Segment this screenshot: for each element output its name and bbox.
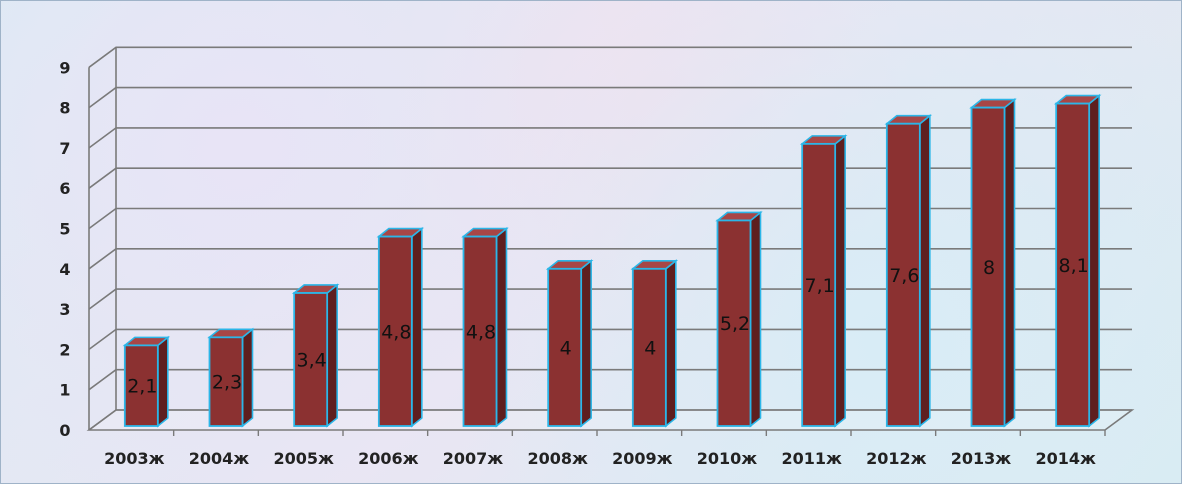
x-tick-label: 2013ж xyxy=(951,449,1012,468)
x-tick-label: 2004ж xyxy=(189,449,250,468)
y-tick-label: 4 xyxy=(59,260,70,279)
bar xyxy=(376,226,425,428)
x-tick-label: 2003ж xyxy=(104,449,165,468)
bar xyxy=(969,97,1017,428)
bar xyxy=(122,335,171,428)
x-tick-label: 2012ж xyxy=(866,449,927,468)
data-label: 7,1 xyxy=(805,275,835,297)
data-label: 5,2 xyxy=(720,313,750,335)
data-label: 3,4 xyxy=(297,349,327,371)
x-tick-label: 2011ж xyxy=(781,449,842,468)
data-label: 4,8 xyxy=(466,321,496,343)
y-tick-label: 3 xyxy=(59,300,70,319)
gridline xyxy=(88,46,1132,68)
bar xyxy=(1053,93,1102,428)
data-label: 2,3 xyxy=(212,372,242,394)
bar xyxy=(884,114,933,428)
y-tick-label: 8 xyxy=(59,99,70,118)
x-tick-label: 2009ж xyxy=(612,449,673,468)
data-label: 8 xyxy=(983,257,995,279)
x-tick-label: 2008ж xyxy=(527,449,588,468)
bar xyxy=(630,259,679,428)
x-tick-label: 2006ж xyxy=(358,449,419,468)
y-tick-label: 1 xyxy=(59,381,70,400)
bar xyxy=(461,226,509,428)
x-tick-label: 2005ж xyxy=(273,449,334,468)
data-labels: 2,1 2,3 3,4 4,8 4,8 4 4 5,2 7,1 7,6 8 8,1 xyxy=(127,255,1089,398)
bar xyxy=(715,210,763,428)
bar xyxy=(207,327,255,428)
data-label: 4 xyxy=(644,337,656,359)
y-tick-label: 6 xyxy=(59,179,70,198)
x-tick-label: 2010ж xyxy=(697,449,758,468)
y-tick-label: 0 xyxy=(59,421,70,440)
y-axis: 0 1 2 3 4 5 6 7 8 9 xyxy=(59,47,117,440)
data-label: 4,8 xyxy=(381,321,411,343)
x-tick-label: 2007ж xyxy=(443,449,504,468)
data-label: 4 xyxy=(560,337,572,359)
bar xyxy=(291,283,340,428)
data-label: 7,6 xyxy=(889,265,919,287)
data-label: 2,1 xyxy=(127,376,157,398)
bar xyxy=(545,259,594,428)
y-tick-label: 5 xyxy=(59,220,70,239)
data-label: 8,1 xyxy=(1059,255,1089,277)
y-tick-label: 2 xyxy=(59,340,70,359)
y-tick-label: 7 xyxy=(59,139,70,158)
x-tick-label: 2014ж xyxy=(1035,449,1096,468)
bars xyxy=(122,93,1102,428)
x-axis: 2003ж 2004ж 2005ж 2006ж 2007ж 2008ж 2009ж 2010ж… xyxy=(86,409,1135,468)
y-tick-label: 9 xyxy=(59,58,70,77)
bar xyxy=(799,134,848,428)
